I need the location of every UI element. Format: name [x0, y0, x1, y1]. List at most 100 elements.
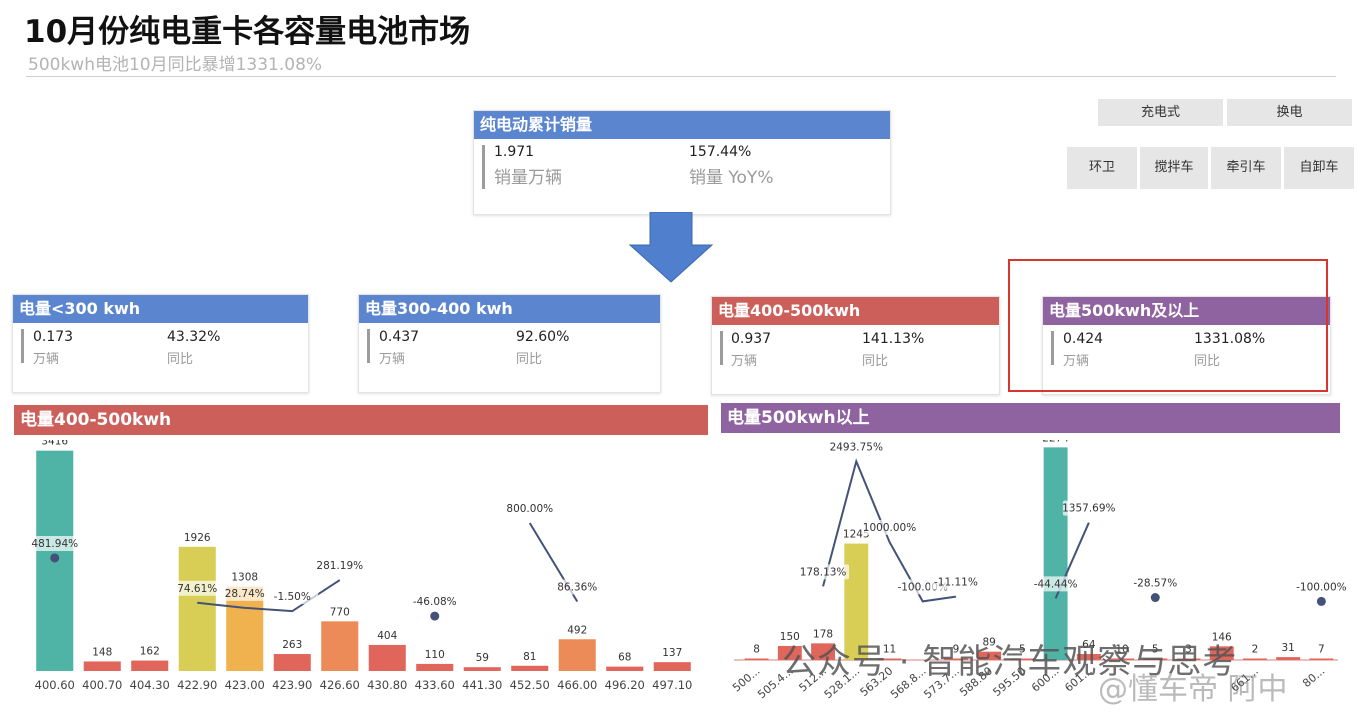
yoy-label: -46.08%: [413, 596, 457, 608]
bar: [653, 662, 691, 671]
filter-mixer-button[interactable]: 搅拌车: [1140, 147, 1208, 189]
yoy-label-bg: [929, 574, 982, 590]
bar-value-label: 81: [523, 651, 536, 663]
bar-value-label: 404: [377, 630, 397, 642]
bar-value-label: 162: [140, 646, 160, 658]
card-volume-value: 0.173: [33, 329, 74, 345]
yoy-line: [822, 458, 957, 603]
bar-value-label: 10: [1115, 644, 1128, 656]
x-tick-label: 441.30: [462, 678, 502, 692]
card-volume-label: 万辆: [379, 352, 406, 367]
card-body: 0.424 1331.08% 万辆 同比: [1043, 325, 1330, 375]
bar-value-label: 178: [813, 628, 833, 640]
capacity-card-400-500: 电量400-500kwh 0.937 141.13% 万辆 同比: [711, 296, 1000, 395]
card-volume-label: 万辆: [1063, 354, 1090, 369]
yoy-label: 481.94%: [31, 538, 78, 550]
x-tick-label: 80...: [1300, 664, 1327, 690]
bar-value-label: 3416: [41, 440, 68, 448]
x-tick-label: 423.00: [225, 678, 265, 692]
card-yoy-label: 同比: [862, 354, 889, 369]
bar-value-label: 9: [953, 644, 960, 656]
bar: [1110, 658, 1135, 660]
yoy-label-bg: [171, 580, 224, 596]
bar-value-label: 263: [282, 639, 302, 651]
bar-value-label: 7: [1318, 644, 1325, 656]
bar-value-label: 150: [780, 631, 800, 643]
x-tick-label: 430.80: [367, 678, 407, 692]
bar: [977, 651, 1002, 660]
bar-value-label: 137: [662, 647, 682, 659]
bar: [1010, 658, 1035, 660]
bar: [321, 621, 359, 671]
card-accent-bar: [21, 329, 24, 363]
yoy-label: -1.50%: [274, 591, 311, 603]
card-accent-bar: [367, 329, 370, 363]
bar-value-label: 148: [92, 646, 112, 658]
yoy-label: -28.57%: [1133, 578, 1177, 590]
down-arrow-icon: [628, 212, 714, 283]
bar: [1143, 658, 1168, 660]
bar-value-label: 59: [476, 652, 489, 664]
yoy-label-bg: [503, 501, 556, 516]
watermark-text: 公众号 · 智能汽车观察与思考: [782, 642, 1238, 682]
bar-value-label: 146: [1212, 631, 1232, 643]
bar: [1309, 658, 1334, 660]
bar: [877, 658, 902, 660]
capacity-card-under-300: 电量<300 kwh 0.173 43.32% 万辆 同比: [12, 294, 309, 393]
yoy-label-bg: [797, 564, 850, 580]
yoy-label-bg: [408, 594, 461, 610]
card-yoy-label: 同比: [167, 352, 194, 367]
yoy-label: 800.00%: [506, 503, 553, 515]
filter-battery-swap-button[interactable]: 换电: [1227, 99, 1352, 126]
card-title: 电量300-400 kwh: [359, 295, 660, 323]
card-volume-value: 0.424: [1063, 331, 1104, 347]
bar: [1209, 646, 1234, 660]
card-yoy-label: 同比: [516, 352, 543, 367]
bar-value-label: 492: [567, 624, 587, 636]
filter-sanitation-button[interactable]: 环卫: [1067, 147, 1137, 189]
card-title: 电量500kwh及以上: [1043, 297, 1330, 325]
yoy-label: 28.74%: [225, 588, 265, 600]
yoy-point: [430, 611, 440, 621]
yoy-label: 1000.00%: [863, 522, 916, 534]
bar: [744, 658, 769, 660]
bar: [273, 654, 311, 671]
bar: [131, 660, 169, 671]
yoy-label-bg: [863, 520, 916, 535]
card-yoy-label: 同比: [1194, 354, 1221, 369]
bar-value-label: 31: [1281, 642, 1294, 654]
capacity-card-300-400: 电量300-400 kwh 0.437 92.60% 万辆 同比: [358, 294, 661, 393]
highlight-box: [1008, 259, 1328, 392]
x-tick-label: 426.60: [320, 678, 360, 692]
section-header-400-500: 电量400-500kwh: [14, 405, 708, 435]
bar: [558, 639, 596, 671]
yoy-label: 2493.75%: [830, 441, 883, 453]
bar: [1076, 654, 1101, 660]
section-header-500-plus: 电量500kwh以上: [721, 403, 1340, 433]
card-yoy-value: 1331.08%: [1194, 331, 1266, 347]
yoy-label: 178.13%: [800, 566, 847, 578]
card-accent-bar: [482, 145, 485, 189]
bar-value-label: 1245: [843, 529, 870, 541]
x-tick-label: 404.30: [130, 678, 170, 692]
bar-value-label: 8: [753, 644, 760, 656]
x-tick-label: 433.60: [415, 678, 455, 692]
chart-500-plus: 8500...150505.4...178512...1245528.1...1…: [730, 440, 1348, 701]
bar-value-label: 5: [1152, 644, 1159, 656]
x-tick-label: 452.50: [510, 678, 550, 692]
bar-value-label: 68: [618, 652, 631, 664]
yoy-label-bg: [551, 579, 604, 595]
yoy-label: -44.44%: [1034, 578, 1078, 590]
x-tick-label: 423.90: [272, 678, 312, 692]
yoy-label-bg: [1062, 500, 1115, 516]
card-volume-value: 0.437: [379, 329, 420, 345]
watermark-text-secondary: @懂车帝 阿中: [1098, 672, 1288, 707]
x-tick-label: 400.70: [82, 678, 122, 692]
bar-value-label: 3: [1185, 644, 1192, 656]
filter-charging-button[interactable]: 充电式: [1098, 99, 1223, 126]
x-tick-label: 466.00: [557, 678, 597, 692]
filter-dump-truck-button[interactable]: 自卸车: [1284, 147, 1354, 189]
filter-tractor-button[interactable]: 牵引车: [1211, 147, 1281, 189]
bar: [416, 663, 454, 671]
x-tick-label: 497.10: [652, 678, 692, 692]
